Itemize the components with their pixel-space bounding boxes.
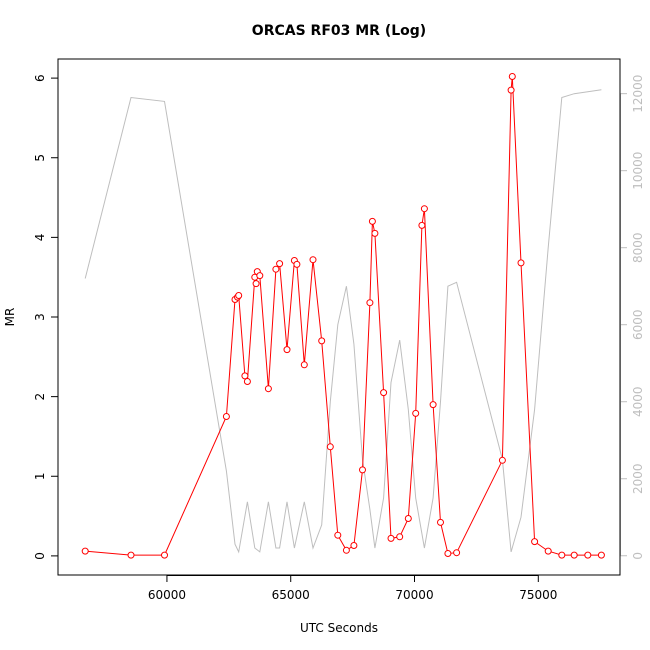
y2-tick-label: 4000 — [631, 386, 645, 417]
mr-data-point — [293, 260, 301, 268]
x-tick-label: 75000 — [519, 588, 557, 602]
mr-data-point — [252, 280, 260, 288]
mr-data-point — [584, 551, 592, 559]
y-tick-label: 4 — [33, 234, 47, 242]
right-axis-series-line — [84, 89, 602, 554]
mr-data-point — [300, 361, 308, 369]
mr-data-point — [342, 546, 350, 554]
y2-tick-label: 12000 — [631, 75, 645, 113]
y2-tick-label: 10000 — [631, 152, 645, 190]
mr-data-point — [272, 265, 280, 273]
mr-data-point — [350, 542, 358, 549]
mr-data-point — [444, 550, 452, 557]
chart-title: ORCAS RF03 MR (Log) — [252, 23, 426, 39]
mr-data-point — [508, 73, 516, 80]
y2-tick-label: 8000 — [631, 232, 645, 263]
mr-data-point — [412, 409, 420, 417]
mr-data-point — [81, 547, 89, 555]
series-layer — [81, 73, 605, 559]
y2-tick-label: 6000 — [631, 309, 645, 340]
mr-data-point — [235, 292, 243, 299]
mr-data-point — [161, 551, 168, 559]
y-tick-label: 1 — [33, 472, 47, 480]
mr-data-point — [318, 337, 326, 345]
y2-tick-label: 0 — [631, 552, 645, 560]
mr-data-point — [326, 443, 334, 451]
mr-data-point — [241, 372, 249, 380]
mr-data-point — [256, 272, 264, 280]
mr-data-point — [368, 217, 376, 225]
mr-data-point — [222, 413, 230, 420]
y2-tick-label: 2000 — [631, 463, 645, 494]
mr-data-point — [387, 534, 395, 542]
mr-data-point — [127, 551, 135, 559]
mr-data-point — [264, 385, 272, 393]
y-tick-label: 2 — [33, 393, 47, 401]
mr-data-point — [404, 515, 412, 522]
mr-data-point — [507, 86, 515, 94]
x-tick-label: 65000 — [272, 588, 310, 602]
mr-data-point — [418, 221, 426, 229]
mr-data-point — [396, 533, 404, 541]
y-tick-label: 6 — [33, 74, 47, 82]
mr-data-point — [570, 551, 578, 559]
x-tick-label: 60000 — [148, 588, 186, 602]
mr-data-point — [544, 547, 552, 555]
mr-data-point — [334, 531, 342, 539]
mr-data-point — [380, 389, 388, 397]
mr-data-point — [359, 466, 366, 474]
mr-data-point — [437, 518, 444, 526]
x-tick-label: 70000 — [395, 588, 433, 602]
mr-data-point — [453, 549, 461, 557]
y-tick-label: 0 — [33, 552, 47, 560]
mr-data-point — [276, 260, 284, 268]
mr-data-point — [498, 456, 506, 464]
y-tick-label: 5 — [33, 154, 47, 162]
mr-data-point — [420, 205, 428, 213]
mr-data-point — [597, 551, 605, 559]
mr-data-point — [243, 378, 251, 385]
mr-data-point — [283, 346, 291, 354]
mr-data-point — [531, 538, 539, 546]
y-axis-label: MR — [3, 308, 17, 327]
mr-data-point — [309, 256, 317, 264]
mr-data-point — [517, 259, 525, 267]
mr-data-point — [366, 299, 374, 307]
mr-data-point — [371, 229, 379, 237]
y-tick-label: 3 — [33, 313, 47, 321]
mr-data-point — [558, 551, 566, 559]
plot-frame — [57, 58, 621, 576]
x-axis-label: UTC Seconds — [300, 621, 378, 635]
mr-data-point — [429, 401, 437, 409]
